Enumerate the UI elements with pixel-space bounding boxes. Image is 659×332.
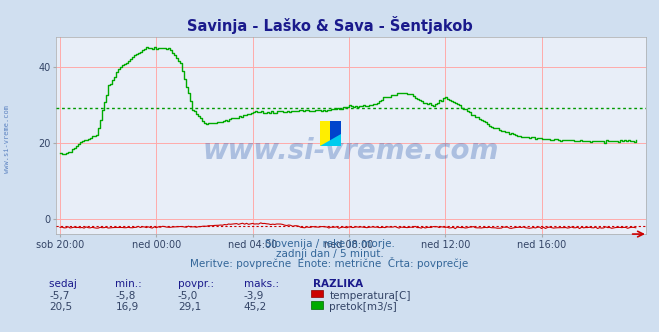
- Text: Meritve: povprečne  Enote: metrične  Črta: povprečje: Meritve: povprečne Enote: metrične Črta:…: [190, 257, 469, 269]
- Text: -3,9: -3,9: [244, 291, 264, 301]
- Text: temperatura[C]: temperatura[C]: [330, 291, 411, 301]
- Text: sedaj: sedaj: [49, 279, 84, 289]
- Text: pretok[m3/s]: pretok[m3/s]: [330, 302, 397, 312]
- Text: 20,5: 20,5: [49, 302, 72, 312]
- Text: -5,0: -5,0: [178, 291, 198, 301]
- Text: www.si-vreme.com: www.si-vreme.com: [203, 137, 499, 165]
- Text: povpr.:: povpr.:: [178, 279, 221, 289]
- Text: zadnji dan / 5 minut.: zadnji dan / 5 minut.: [275, 249, 384, 259]
- Text: -5,8: -5,8: [115, 291, 136, 301]
- Text: 29,1: 29,1: [178, 302, 201, 312]
- Text: -5,7: -5,7: [49, 291, 70, 301]
- Text: RAZLIKA: RAZLIKA: [313, 279, 363, 289]
- Text: Savinja - Laško & Sava - Šentjakob: Savinja - Laško & Sava - Šentjakob: [186, 16, 473, 34]
- Text: min.:: min.:: [115, 279, 148, 289]
- Text: maks.:: maks.:: [244, 279, 285, 289]
- Text: 16,9: 16,9: [115, 302, 138, 312]
- Text: 45,2: 45,2: [244, 302, 267, 312]
- Text: Slovenija / reke in morje.: Slovenija / reke in morje.: [264, 239, 395, 249]
- Text: www.si-vreme.com: www.si-vreme.com: [3, 106, 10, 173]
